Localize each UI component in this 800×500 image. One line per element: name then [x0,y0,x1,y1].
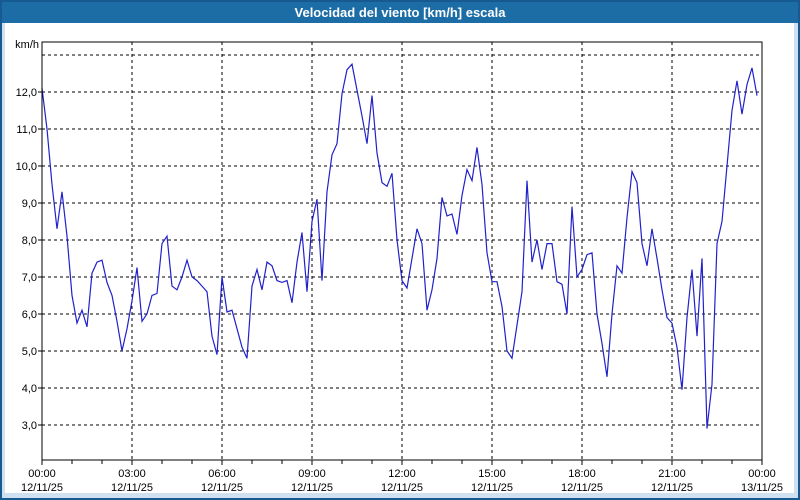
y-tick-label: 12,0 [16,87,37,99]
y-tick-label: 11,0 [16,124,37,136]
y-tick-label: 8,0 [22,235,37,247]
wind-speed-series [41,62,758,429]
x-time-label: 15:00 [478,468,506,480]
x-time-label: 09:00 [298,468,326,480]
x-date-label: 12/11/25 [291,482,333,494]
x-date-label: 12/11/25 [561,482,603,494]
x-date-label: 12/11/25 [471,482,513,494]
y-tick-label: 6,0 [22,309,37,321]
x-time-label: 03:00 [118,468,146,480]
x-time-label: 12:00 [388,468,416,480]
y-tick-label: 10,0 [16,161,37,173]
x-time-label: 18:00 [568,468,596,480]
chart-title: Velocidad del viento [km/h] escala [294,5,506,20]
x-date-label: 12/11/25 [651,482,693,494]
x-time-label: 06:00 [208,468,236,480]
y-tick-label: 4,0 [22,383,37,395]
x-time-label: 21:00 [658,468,686,480]
y-axis-unit-label: km/h [15,39,39,51]
x-date-label: 12/11/25 [21,482,63,494]
y-tick-label: 5,0 [22,346,37,358]
x-date-label: 13/11/25 [741,482,783,494]
plot-frame [41,41,763,461]
title-bar: Velocidad del viento [km/h] escala [2,2,798,23]
x-time-label: 00:00 [748,468,776,480]
x-date-label: 12/11/25 [201,482,243,494]
x-date-label: 12/11/25 [381,482,423,494]
y-tick-label: 9,0 [22,198,37,210]
x-date-label: 12/11/25 [111,482,153,494]
y-tick-label: 3,0 [22,420,37,432]
x-time-label: 00:00 [28,468,56,480]
y-tick-label: 7,0 [22,272,37,284]
